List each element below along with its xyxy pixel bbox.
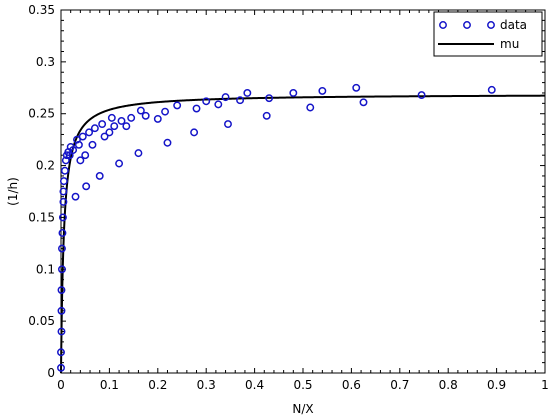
y-tick-label: 0 <box>47 366 55 380</box>
y-axis-title: (1/h) <box>6 177 20 206</box>
data-point <box>76 156 85 165</box>
data-point <box>88 140 97 149</box>
data-point <box>352 83 361 92</box>
data-point <box>57 363 65 372</box>
legend-label-mu: mu <box>500 37 519 51</box>
data-point <box>202 97 211 106</box>
data-point <box>243 89 252 97</box>
data-point <box>127 113 136 122</box>
data-point <box>58 229 67 237</box>
data-point <box>122 122 131 131</box>
chart-marks <box>57 83 546 373</box>
legend: data mu <box>433 11 543 57</box>
data-point <box>95 171 104 180</box>
x-tick-label: 0.4 <box>245 378 264 392</box>
x-tick-label: 1 <box>541 378 549 392</box>
data-point <box>107 113 116 122</box>
data-point <box>71 192 80 201</box>
data-point <box>262 111 271 120</box>
y-tick-label: 0.05 <box>28 314 55 328</box>
legend-data-marker <box>463 21 471 29</box>
data-point <box>153 114 162 123</box>
data-point <box>306 103 315 112</box>
data-point <box>359 98 368 107</box>
legend-data-markers <box>439 21 495 29</box>
legend-data-marker <box>487 21 495 29</box>
x-tick-label: 0.7 <box>390 378 409 392</box>
data-point <box>58 244 66 253</box>
data-point <box>163 138 172 147</box>
data-point <box>105 128 114 137</box>
axis-tick-labels: 0 0.1 0.2 0.3 0.4 0.5 0.6 0.7 0.8 0.9 1 0 0.05 0.1 0.1… <box>28 3 549 392</box>
data-point <box>57 348 65 357</box>
data-point <box>85 128 94 137</box>
data-point <box>90 124 99 133</box>
data-point <box>224 120 232 129</box>
y-tick-label: 0.15 <box>28 210 55 224</box>
data-point <box>161 107 170 116</box>
data-point <box>98 120 107 129</box>
x-tick-label: 0 <box>57 378 65 392</box>
data-point <box>173 101 182 110</box>
data-point <box>59 177 68 186</box>
data-point <box>59 187 68 196</box>
data-point <box>57 306 66 315</box>
data-point <box>117 117 126 125</box>
legend-box <box>433 11 543 57</box>
y-tick-label: 0.1 <box>36 262 55 276</box>
data-point <box>69 146 78 154</box>
x-tick-label: 0.6 <box>342 378 361 392</box>
data-point <box>141 111 150 120</box>
data-point <box>57 327 66 336</box>
data-point <box>190 128 199 137</box>
y-tick-label: 0.2 <box>36 159 55 173</box>
data-point <box>265 94 274 103</box>
data-point <box>192 104 201 113</box>
data-point <box>57 286 66 294</box>
data-point <box>110 122 119 131</box>
y-tick-label: 0.35 <box>28 3 55 17</box>
mu-line <box>60 94 546 373</box>
x-tick-label: 0.1 <box>100 378 119 392</box>
data-point <box>60 166 69 175</box>
data-point <box>82 182 91 191</box>
data-point <box>289 89 298 97</box>
legend-data-marker <box>439 21 447 29</box>
data-point <box>487 85 496 94</box>
data-point <box>134 149 143 158</box>
data-point <box>417 91 426 99</box>
data-point <box>221 93 230 102</box>
data-point <box>136 106 145 115</box>
data-point <box>58 265 66 274</box>
data-point <box>318 86 327 95</box>
y-tick-label: 0.25 <box>28 107 55 121</box>
legend-label-data: data <box>500 18 527 32</box>
data-point <box>78 132 87 141</box>
data-point <box>58 213 67 222</box>
data-point <box>115 159 124 168</box>
x-tick-label: 0.8 <box>439 378 458 392</box>
x-axis-title: N/X <box>292 402 313 416</box>
data-point <box>59 197 68 206</box>
x-tick-label: 0.3 <box>197 378 216 392</box>
x-tick-label: 0.5 <box>293 378 312 392</box>
data-point <box>214 100 223 109</box>
data-point <box>81 151 90 160</box>
data-point <box>236 96 245 105</box>
x-tick-label: 0.9 <box>487 378 506 392</box>
data-point <box>61 156 70 165</box>
data-point <box>74 140 83 149</box>
data-point <box>100 132 109 141</box>
x-tick-label: 0.2 <box>148 378 167 392</box>
y-tick-label: 0.3 <box>36 55 55 69</box>
